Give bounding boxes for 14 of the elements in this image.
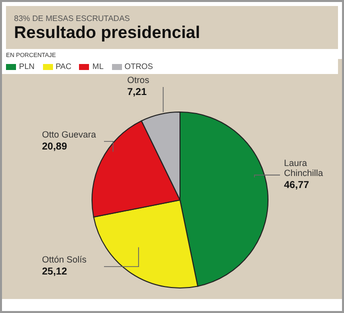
- chart-title: Resultado presidencial: [14, 23, 202, 43]
- text: Otto Guevara: [42, 129, 96, 140]
- data-label: 25,12: [42, 266, 68, 278]
- legend-label: PAC: [54, 62, 72, 71]
- data-label: 46,77: [284, 180, 310, 192]
- legend-label: OTROS: [124, 62, 153, 71]
- text: Laura Chinchilla: [284, 158, 324, 178]
- text: Otros: [127, 75, 150, 85]
- data-label: 7,21: [127, 87, 148, 98]
- legend-label: ML: [91, 62, 104, 71]
- legend-label: PLN: [18, 62, 35, 71]
- data-label: 20,89: [42, 141, 68, 152]
- text: Ottón Solís: [42, 254, 87, 265]
- chart-subtitle: 83% DE MESAS ESCRUTADAS: [14, 14, 131, 23]
